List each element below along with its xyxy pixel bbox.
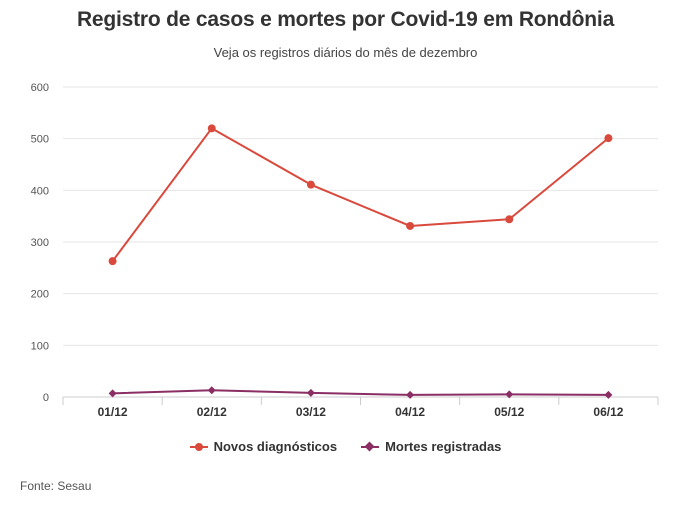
data-point-circle <box>108 257 117 266</box>
legend-marker-circle-icon <box>189 442 208 452</box>
legend-item-mortes-registradas[interactable]: Mortes registradas <box>361 439 501 454</box>
y-tick-label: 100 <box>31 340 49 352</box>
legend-label: Novos diagnósticos <box>213 439 338 454</box>
x-tick-label: 01/12 <box>98 405 128 419</box>
legend-label: Mortes registradas <box>385 439 502 454</box>
x-tick-label: 04/12 <box>395 405 425 419</box>
x-tick-label: 06/12 <box>593 405 623 419</box>
data-point-diamond <box>505 390 514 399</box>
source-note: Fonte: Sesau <box>20 479 92 493</box>
y-tick-label: 600 <box>31 82 49 94</box>
data-point-diamond <box>207 386 216 395</box>
data-point-diamond <box>108 389 117 398</box>
data-point-diamond <box>306 388 315 397</box>
data-point-diamond <box>604 390 613 399</box>
chart-subtitle: Veja os registros diários do mês de deze… <box>213 45 478 60</box>
y-tick-label: 400 <box>31 185 49 197</box>
data-point-circle <box>505 215 514 224</box>
y-tick-label: 500 <box>31 134 49 146</box>
legend-item-novos-diagnosticos[interactable]: Novos diagnósticos <box>189 439 338 454</box>
series-line-1 <box>111 127 610 262</box>
y-tick-label: 0 <box>43 392 49 404</box>
data-point-circle <box>604 134 613 143</box>
data-point-diamond <box>406 390 415 399</box>
data-point-circle <box>306 180 315 189</box>
line-chart: 0 100 200 300 400 500 600 01/12 02/12 03/12 04/12 0… <box>31 82 659 419</box>
x-tick-label: 03/12 <box>296 405 326 419</box>
legend-marker-diamond-icon <box>361 441 380 452</box>
series-line-2 <box>112 389 609 396</box>
data-point-circle <box>406 221 415 230</box>
chart-legend: Novos diagnósticos Mortes registradas <box>0 439 691 454</box>
x-tick-label: 05/12 <box>494 405 524 419</box>
x-tick-label: 02/12 <box>197 405 227 419</box>
data-point-circle <box>207 124 216 133</box>
y-tick-label: 300 <box>31 237 49 249</box>
chart-title: Registro de casos e mortes por Covid-19 … <box>76 8 615 31</box>
y-tick-label: 200 <box>31 289 49 301</box>
